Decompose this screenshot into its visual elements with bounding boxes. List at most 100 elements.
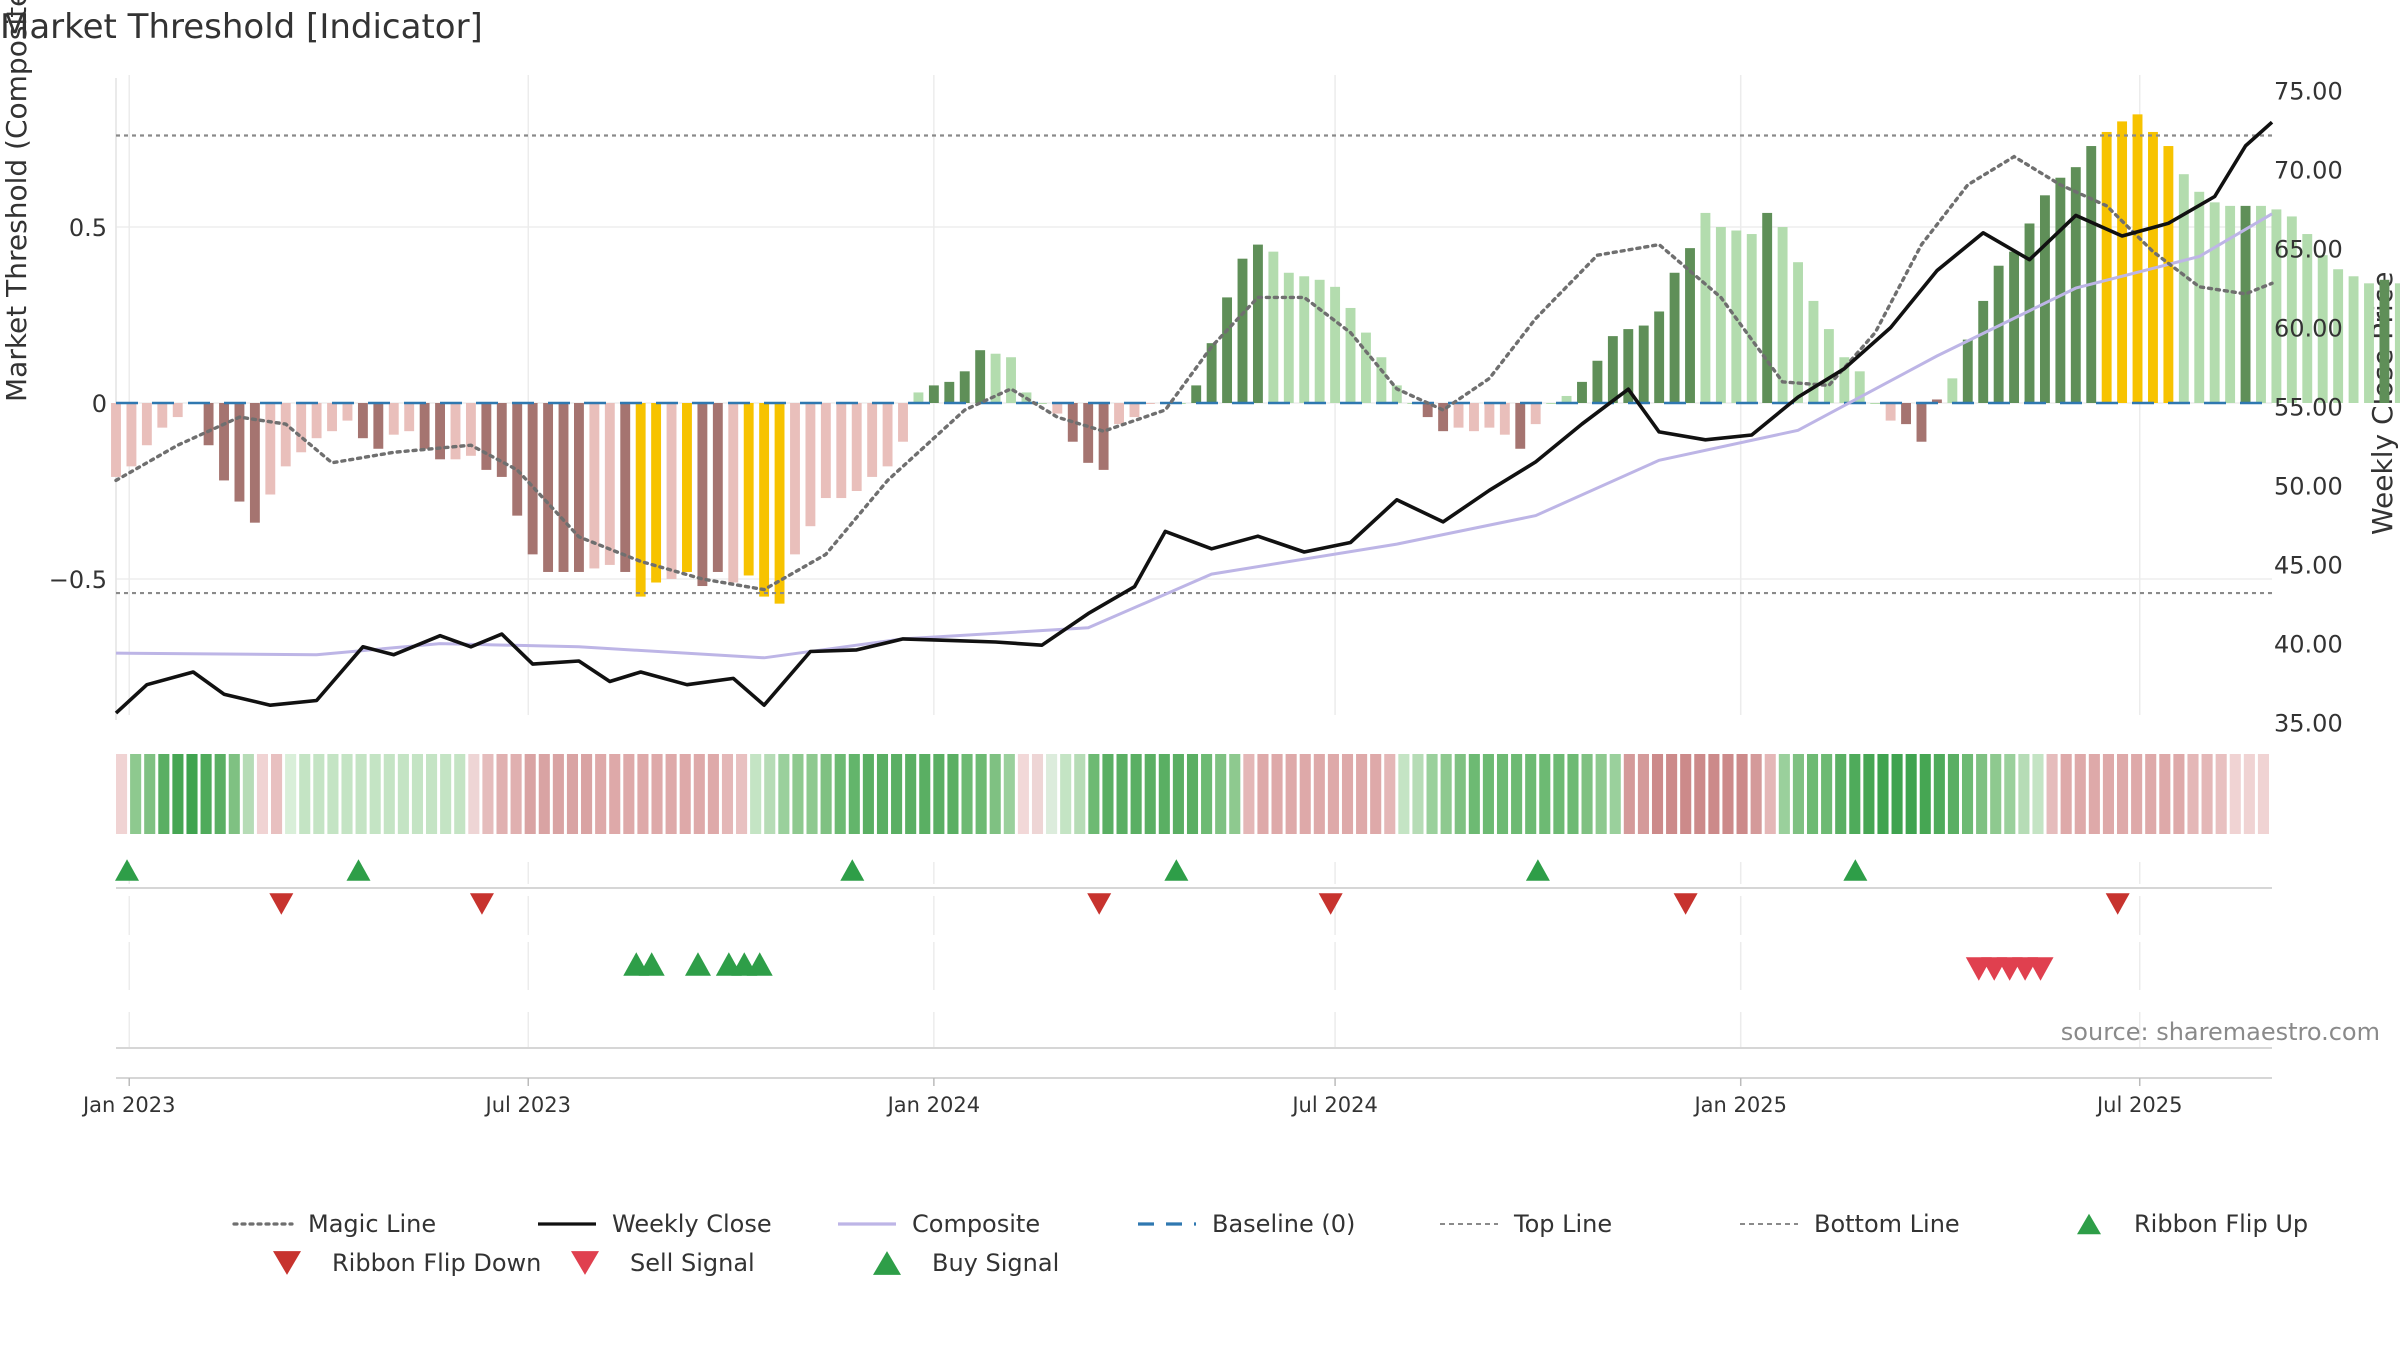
ribbon-cell — [1299, 754, 1311, 834]
ribbon-cell — [1863, 754, 1875, 834]
ribbon-cell — [411, 754, 424, 834]
composite-bar — [2178, 174, 2189, 403]
ribbon-cell — [397, 754, 409, 834]
composite-bar — [651, 403, 662, 583]
ribbon-cell — [707, 754, 719, 834]
composite-bar — [311, 403, 322, 439]
ribbon-cell — [1201, 754, 1213, 834]
composite-bar — [2333, 269, 2344, 403]
legend-label: Bottom Line — [1814, 1210, 1960, 1238]
y2-tick-label: 45.00 — [2274, 552, 2343, 580]
trend-ribbon — [116, 754, 2269, 834]
composite-bar — [1685, 248, 1695, 403]
ribbon-cell — [2018, 754, 2030, 834]
ribbon-cell — [1440, 754, 1452, 834]
composite-bar — [2039, 195, 2050, 403]
ribbon-cell — [1778, 754, 1790, 834]
ribbon-cell — [1482, 754, 1494, 834]
composite-bar — [774, 403, 785, 604]
ribbon-cell — [2131, 754, 2143, 834]
ribbon-cell — [313, 754, 325, 834]
x-tick-label: Jul 2025 — [2095, 1093, 2182, 1117]
ribbon-cell — [989, 754, 1001, 834]
composite-bar — [543, 403, 554, 572]
composite-bar — [1700, 212, 1711, 403]
composite-bar — [296, 403, 307, 453]
composite-bar — [1499, 403, 1510, 435]
ribbon-flip-down-marker — [269, 893, 294, 915]
ribbon-cell — [736, 754, 748, 834]
composite-bar — [1530, 403, 1541, 425]
composite-bar — [2394, 283, 2400, 403]
ribbon-cell — [1708, 754, 1720, 834]
y2-tick-label: 50.00 — [2274, 473, 2343, 501]
ribbon-cell — [679, 754, 691, 834]
ribbon-cell — [2173, 754, 2185, 834]
ribbon-cell — [426, 754, 438, 834]
composite-bar — [1314, 279, 1325, 403]
composite-bar — [913, 392, 924, 403]
ribbon-cell — [1961, 754, 1974, 834]
composite-bar — [1592, 360, 1603, 403]
ribbon-cell — [1130, 754, 1142, 834]
ribbon-cell — [2004, 754, 2016, 834]
composite-bar — [635, 403, 646, 597]
legend-label: Ribbon Flip Down — [332, 1249, 541, 1277]
chart-title: Market Threshold [Indicator] — [0, 7, 483, 47]
composite-bar — [928, 385, 939, 403]
ribbon-cell — [1229, 754, 1241, 834]
composite-bar — [2194, 191, 2205, 403]
composite-bar — [882, 403, 893, 467]
ribbon-cell — [1088, 754, 1100, 834]
ribbon-cell — [665, 754, 677, 834]
composite-bar — [2348, 276, 2359, 403]
ribbon-cell — [1017, 754, 1029, 834]
ribbon-cell — [1806, 754, 1819, 834]
ribbon-cell — [750, 754, 762, 834]
composite-bar — [1901, 403, 1911, 425]
legend-swatch — [571, 1251, 599, 1275]
composite-bar — [682, 403, 692, 572]
ribbon-cell — [1144, 754, 1156, 834]
ribbon-cell — [947, 754, 959, 834]
ribbon-cell — [369, 754, 381, 834]
composite-bar — [1931, 399, 1942, 403]
x-tick-label: Jan 2024 — [886, 1093, 981, 1117]
ribbon-cell — [2102, 754, 2114, 834]
buy-signal-marker — [638, 952, 665, 976]
legend-swatch — [273, 1251, 301, 1275]
ribbon-cell — [383, 754, 395, 834]
composite-bar — [327, 403, 337, 432]
composite-bar — [219, 403, 229, 481]
ribbon-cell — [2046, 754, 2058, 834]
legend-label: Magic Line — [308, 1210, 436, 1238]
composite-bar — [2240, 205, 2251, 403]
y2-tick-label: 55.00 — [2274, 394, 2343, 422]
y-tick-label: 0 — [92, 390, 107, 418]
ribbon-cell — [1835, 754, 1847, 834]
ribbon-cell — [2145, 754, 2157, 834]
ribbon-cell — [1581, 754, 1593, 834]
ribbon-cell — [1031, 754, 1044, 834]
legend-label: Sell Signal — [630, 1249, 755, 1277]
ribbon-cell — [820, 754, 832, 834]
ribbon-flip-up-marker — [1525, 859, 1550, 881]
ribbon-flip-up-marker — [840, 859, 865, 881]
y-tick-label: 0.5 — [69, 214, 107, 242]
price-lines — [114, 120, 2274, 715]
legend-label: Buy Signal — [932, 1249, 1059, 1277]
ribbon-cell — [1764, 754, 1776, 834]
composite-bar — [2317, 255, 2328, 403]
composite-bar — [574, 403, 584, 572]
composite-bar — [2286, 216, 2297, 403]
composite-bar — [1391, 385, 1402, 403]
composite-bar — [959, 371, 970, 403]
composite-bar — [527, 403, 538, 555]
ribbon-flip-down-marker — [1318, 893, 1343, 915]
ribbon-cell — [186, 754, 198, 834]
ribbon-cell — [1736, 754, 1748, 834]
ribbon-flip-up-marker — [346, 859, 371, 881]
ribbon-cell — [242, 754, 254, 834]
ribbon-cell — [214, 754, 226, 834]
ribbon-cell — [496, 754, 508, 834]
